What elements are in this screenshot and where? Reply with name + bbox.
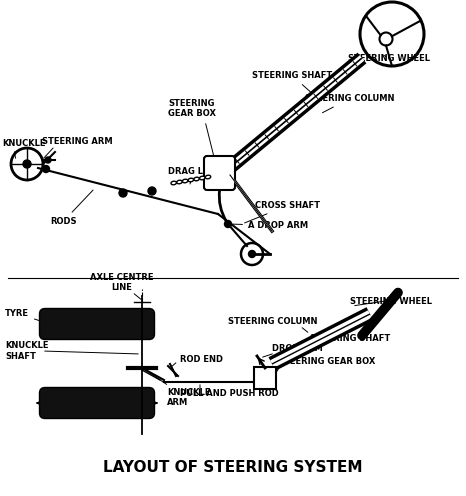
Circle shape: [119, 189, 127, 197]
Circle shape: [225, 221, 232, 228]
Text: DROP ARM: DROP ARM: [272, 344, 323, 353]
Text: STEERING WHEEL: STEERING WHEEL: [350, 297, 432, 306]
FancyBboxPatch shape: [204, 156, 235, 190]
Text: TYRE: TYRE: [5, 309, 48, 323]
FancyBboxPatch shape: [40, 309, 155, 339]
Text: ROD END: ROD END: [180, 356, 223, 365]
Text: A DROP ARM: A DROP ARM: [231, 221, 308, 230]
Ellipse shape: [194, 177, 199, 181]
Text: STEERING
GEAR BOX: STEERING GEAR BOX: [168, 99, 216, 118]
Text: RODS: RODS: [50, 190, 93, 226]
Circle shape: [148, 187, 156, 195]
Text: STEERING ARM: STEERING ARM: [42, 137, 113, 146]
Text: STEERING SHAFT: STEERING SHAFT: [310, 334, 390, 343]
Ellipse shape: [171, 181, 177, 185]
Text: KNUCKLE: KNUCKLE: [2, 139, 46, 148]
Text: CROSS SHAFT: CROSS SHAFT: [245, 201, 320, 223]
Ellipse shape: [188, 178, 193, 182]
Ellipse shape: [182, 179, 188, 183]
Text: STEERING SHAFT: STEERING SHAFT: [252, 71, 332, 94]
Text: LAYOUT OF STEERING SYSTEM: LAYOUT OF STEERING SYSTEM: [103, 460, 363, 476]
Text: STEERING COLUMN: STEERING COLUMN: [305, 94, 395, 113]
Text: STEERING COLUMN: STEERING COLUMN: [228, 317, 317, 326]
Text: KNUCKLE
ARM: KNUCKLE ARM: [167, 388, 211, 407]
Text: DRAG LINK: DRAG LINK: [168, 167, 219, 184]
Text: KNUCKLE
SHAFT: KNUCKLE SHAFT: [5, 341, 48, 361]
Ellipse shape: [199, 176, 205, 180]
Ellipse shape: [206, 175, 211, 179]
Circle shape: [248, 250, 255, 257]
Text: PULL AND PUSH ROD: PULL AND PUSH ROD: [180, 389, 279, 398]
Text: STEERING GEAR BOX: STEERING GEAR BOX: [278, 357, 376, 366]
Circle shape: [42, 166, 49, 173]
Text: STEERING WHEEL: STEERING WHEEL: [348, 54, 430, 63]
Circle shape: [23, 160, 31, 168]
Circle shape: [45, 157, 51, 163]
Text: AXLE CENTRE
LINE: AXLE CENTRE LINE: [90, 273, 154, 292]
FancyBboxPatch shape: [40, 387, 155, 419]
FancyBboxPatch shape: [254, 367, 276, 389]
Ellipse shape: [177, 180, 182, 184]
